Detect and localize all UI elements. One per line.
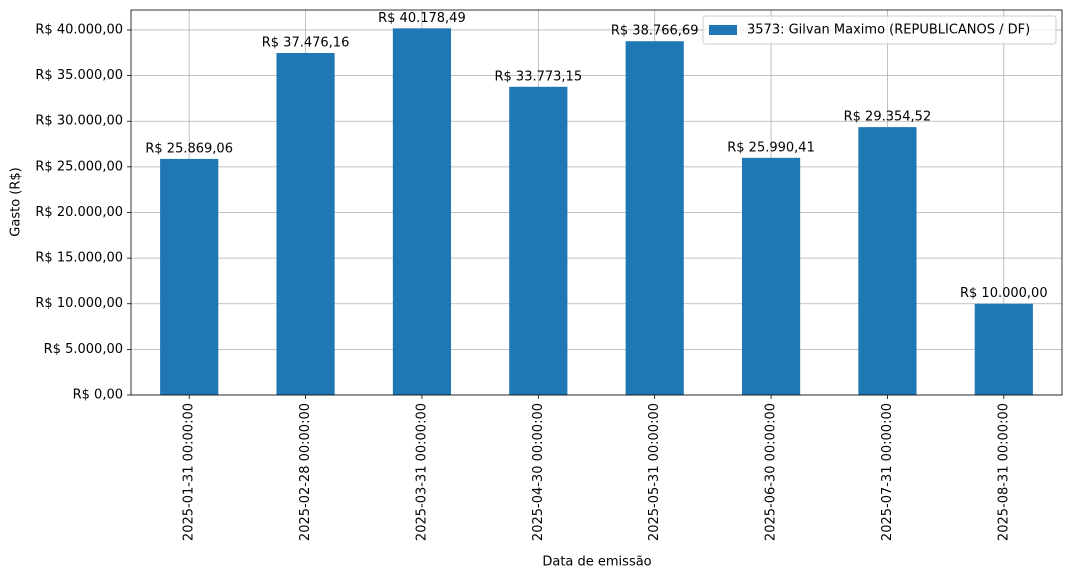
y-tick-label: R$ 30.000,00 (35, 114, 123, 129)
value-label: R$ 40.178,49 (378, 11, 466, 26)
bar (741, 157, 801, 395)
x-tick-label: 2025-03-31 00:00:00 (414, 403, 429, 541)
bar (392, 28, 452, 396)
y-tick-label: R$ 15.000,00 (35, 251, 123, 266)
value-label: R$ 38.766,69 (611, 24, 699, 39)
bar (509, 86, 568, 395)
legend-swatch (709, 25, 737, 35)
value-label: R$ 33.773,15 (495, 69, 583, 84)
y-tick-label: R$ 40.000,00 (35, 22, 123, 37)
x-tick-label: 2025-07-31 00:00:00 (880, 403, 895, 541)
y-tick-label: R$ 0,00 (73, 388, 123, 403)
legend-label: 3573: Gilvan Maximo (REPUBLICANOS / DF) (747, 23, 1030, 38)
x-tick-label: 2025-01-31 00:00:00 (182, 403, 197, 541)
y-axis-label: Gasto (R$) (9, 167, 24, 236)
bar (974, 303, 1033, 395)
legend-box (702, 15, 1057, 45)
y-tick-label: R$ 25.000,00 (35, 159, 123, 174)
y-tick-label: R$ 10.000,00 (35, 296, 123, 311)
bar (625, 41, 684, 395)
x-tick-label: 2025-08-31 00:00:00 (996, 403, 1011, 541)
bar (160, 158, 219, 395)
value-label: R$ 10.000,00 (960, 286, 1048, 301)
x-tick-label: 2025-06-30 00:00:00 (764, 403, 779, 541)
x-tick-label: 2025-05-31 00:00:00 (647, 403, 662, 541)
y-tick-label: R$ 20.000,00 (35, 205, 123, 220)
x-tick-label: 2025-02-28 00:00:00 (298, 403, 313, 541)
value-label: R$ 25.990,41 (727, 140, 815, 155)
bar (276, 52, 335, 396)
bar (858, 127, 917, 396)
y-tick-label: R$ 35.000,00 (35, 68, 123, 83)
y-tick-label: R$ 5.000,00 (44, 342, 123, 357)
plot-frame (130, 9, 1063, 396)
value-label: R$ 29.354,52 (844, 110, 932, 125)
value-label: R$ 25.869,06 (145, 141, 233, 156)
x-axis-label: Data de emissão (542, 555, 651, 570)
x-tick-label: 2025-04-30 00:00:00 (531, 403, 546, 541)
value-label: R$ 37.476,16 (262, 35, 350, 50)
